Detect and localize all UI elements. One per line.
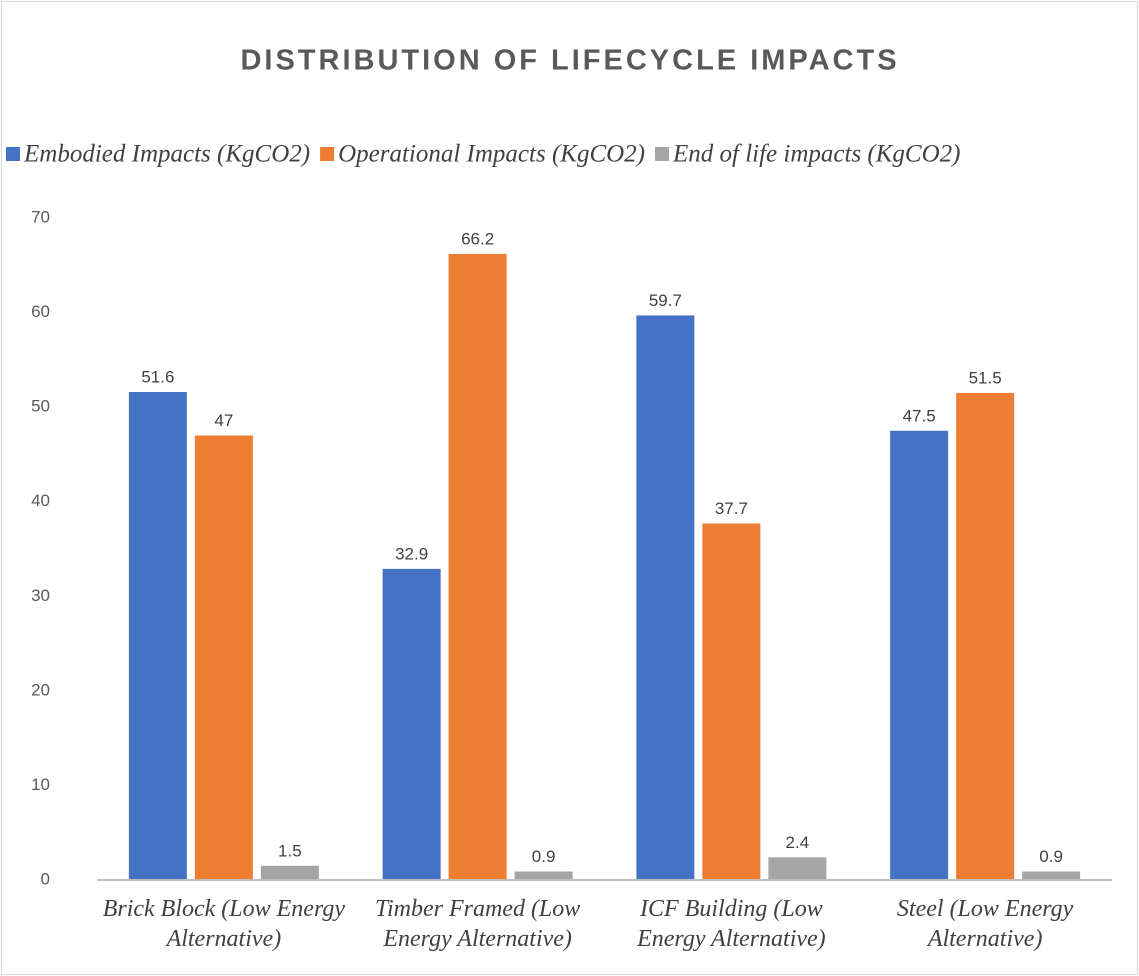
y-tick-label: 50	[31, 397, 50, 416]
bar	[702, 523, 761, 880]
legend-label: Operational Impacts (KgCO2)	[338, 141, 645, 168]
legend-label: Embodied Impacts (KgCO2)	[23, 141, 310, 168]
data-label: 2.4	[786, 833, 810, 852]
data-label: 47.5	[903, 406, 936, 425]
data-label: 32.9	[395, 544, 428, 563]
bar	[1022, 871, 1081, 880]
y-tick-label: 30	[31, 586, 50, 605]
x-tick-label: Timber Framed (Low Energy Alternative)	[374, 896, 581, 952]
data-label: 51.5	[969, 368, 1002, 387]
bar	[890, 430, 949, 880]
y-tick-label: 60	[31, 302, 50, 321]
y-tick-label: 40	[31, 491, 50, 510]
y-tick-label: 0	[41, 869, 50, 888]
x-tick-label: Steel (Low Energy Alternative)	[896, 896, 1074, 952]
bar	[636, 315, 695, 880]
data-label: 37.7	[715, 499, 748, 518]
y-tick-label: 10	[31, 775, 50, 794]
bar	[956, 392, 1015, 880]
bar	[382, 568, 441, 880]
x-tick-label: Brick Block (Low Energy Alternative)	[102, 896, 346, 952]
bar	[768, 857, 827, 880]
legend-swatch	[320, 147, 335, 161]
data-label: 66.2	[461, 229, 494, 248]
bar	[128, 392, 187, 880]
bar	[514, 871, 573, 880]
x-tick-label: ICF Building (Low Energy Alternative)	[637, 896, 826, 952]
legend-swatch	[655, 147, 669, 161]
chart-title: DISTRIBUTION OF LIFECYCLE IMPACTS	[240, 45, 899, 77]
data-label: 0.9	[532, 847, 556, 866]
data-label: 47	[214, 411, 233, 430]
bar	[260, 865, 319, 880]
bar	[194, 435, 253, 880]
data-label: 51.6	[141, 367, 174, 386]
data-label: 1.5	[278, 841, 302, 860]
bar	[448, 253, 507, 881]
y-tick-label: 70	[31, 207, 50, 226]
data-label: 0.9	[1039, 847, 1063, 866]
legend-swatch	[6, 147, 20, 161]
legend-label: End of life impacts (KgCO2)	[672, 141, 960, 168]
data-label: 59.7	[649, 291, 682, 310]
y-tick-label: 20	[31, 680, 50, 699]
